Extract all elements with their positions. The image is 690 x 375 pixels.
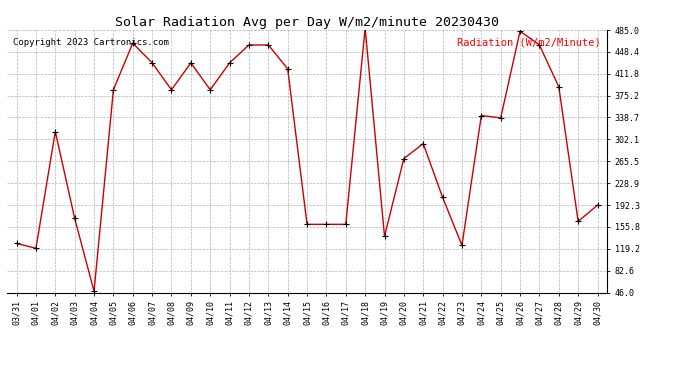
- Text: Radiation (W/m2/Minute): Radiation (W/m2/Minute): [457, 38, 601, 48]
- Title: Solar Radiation Avg per Day W/m2/minute 20230430: Solar Radiation Avg per Day W/m2/minute …: [115, 16, 499, 29]
- Text: Copyright 2023 Cartronics.com: Copyright 2023 Cartronics.com: [13, 38, 169, 47]
